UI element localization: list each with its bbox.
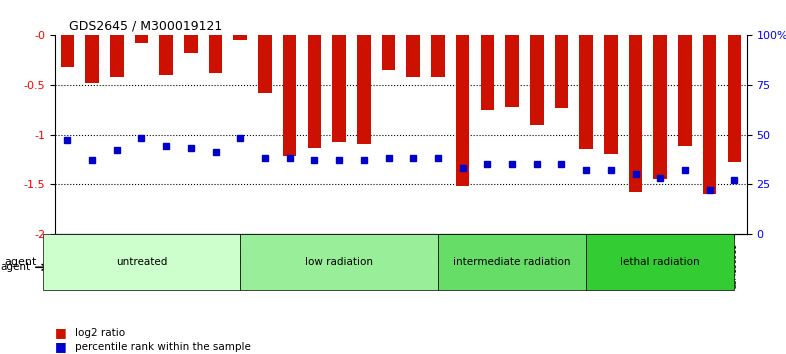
Bar xyxy=(110,35,123,77)
Bar xyxy=(604,35,618,154)
Bar xyxy=(456,35,469,186)
Bar xyxy=(61,35,74,67)
Bar xyxy=(555,35,568,108)
Bar xyxy=(209,35,222,73)
Bar xyxy=(160,35,173,75)
Bar xyxy=(530,35,544,125)
Text: low radiation: low radiation xyxy=(305,257,373,267)
Bar xyxy=(579,35,593,149)
Bar xyxy=(431,35,445,77)
Bar xyxy=(653,35,667,179)
Bar xyxy=(332,35,346,142)
Bar xyxy=(233,35,247,40)
Bar xyxy=(307,35,321,148)
Bar xyxy=(480,35,494,110)
Bar xyxy=(184,35,198,53)
Bar xyxy=(728,35,741,162)
Text: percentile rank within the sample: percentile rank within the sample xyxy=(75,342,251,352)
Bar xyxy=(382,35,395,70)
Text: agent: agent xyxy=(0,262,30,272)
Text: lethal radiation: lethal radiation xyxy=(620,257,700,267)
Bar xyxy=(258,35,272,93)
Text: agent: agent xyxy=(4,257,36,267)
Bar xyxy=(678,35,692,147)
Bar xyxy=(505,35,519,107)
Bar xyxy=(357,35,371,144)
Bar xyxy=(703,35,717,194)
Text: untreated: untreated xyxy=(116,257,167,267)
Text: log2 ratio: log2 ratio xyxy=(75,328,125,338)
Bar xyxy=(283,35,296,156)
Text: ■: ■ xyxy=(55,326,67,339)
Text: ■: ■ xyxy=(55,341,67,353)
Text: GDS2645 / M300019121: GDS2645 / M300019121 xyxy=(69,20,222,33)
Bar xyxy=(406,35,420,77)
Text: intermediate radiation: intermediate radiation xyxy=(454,257,571,267)
Bar xyxy=(85,35,99,83)
Bar xyxy=(134,35,149,43)
Bar xyxy=(629,35,642,192)
